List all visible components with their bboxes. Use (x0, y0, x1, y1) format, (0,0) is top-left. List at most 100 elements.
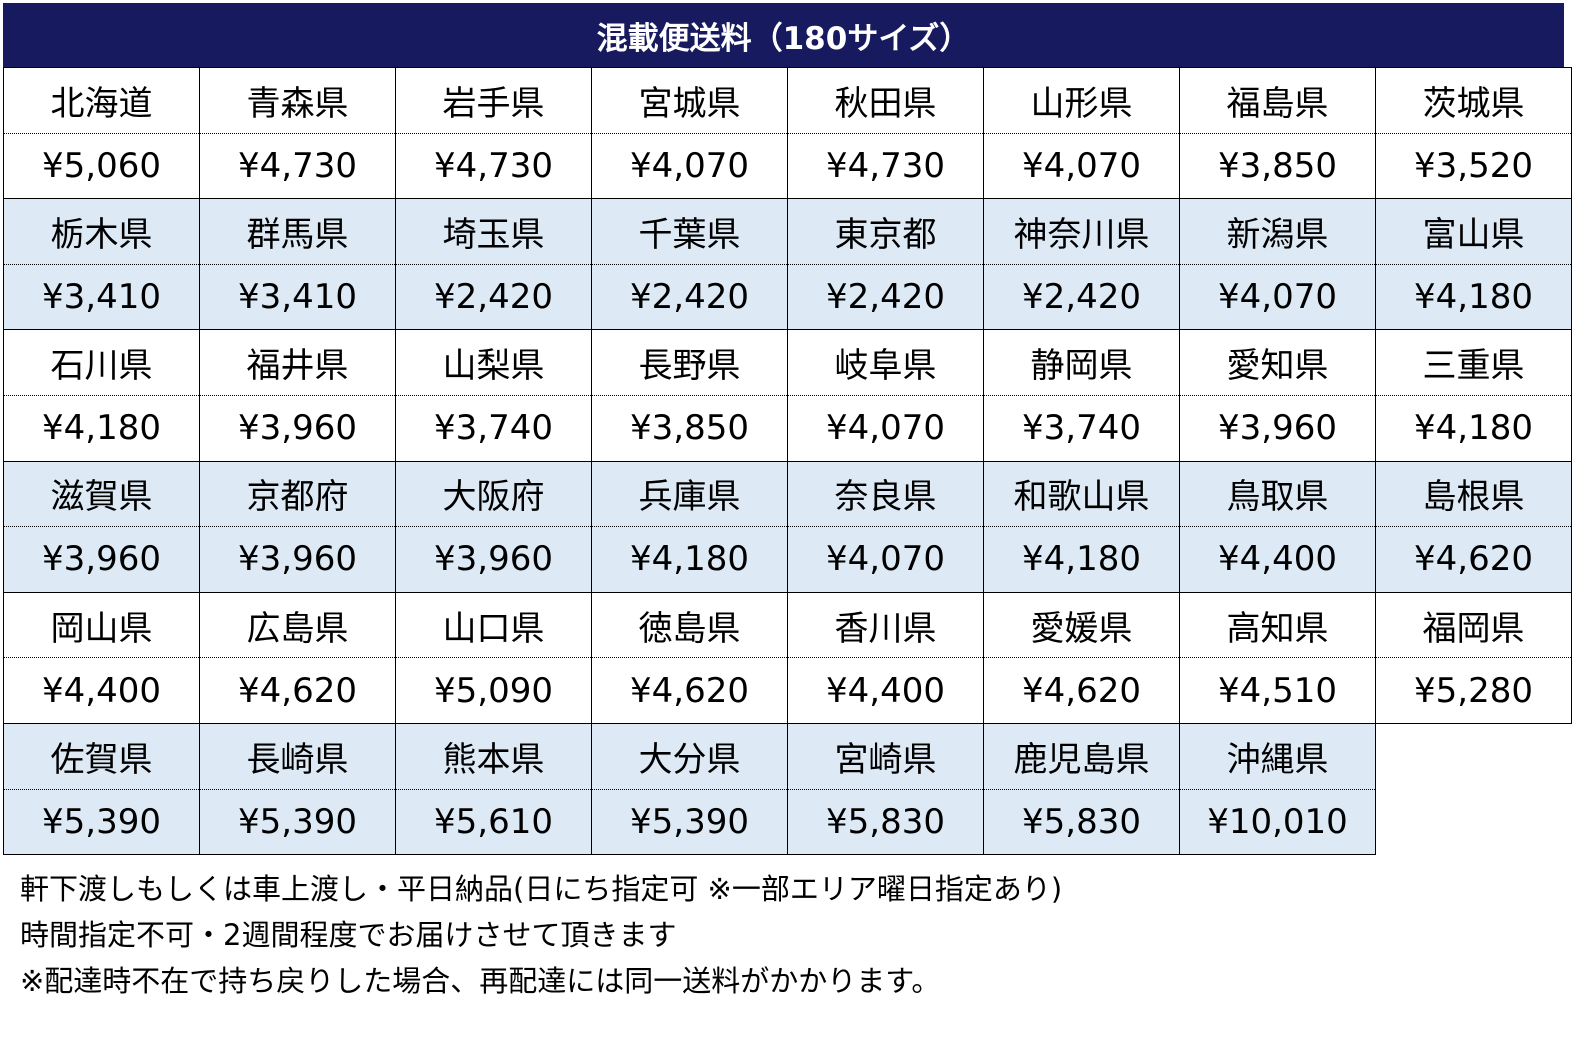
prefecture-cell: 香川県 (787, 591, 984, 659)
price-cell: ¥4,070 (983, 133, 1180, 200)
note-line: 軒下渡しもしくは車上渡し・平日納品(日にち指定可 ※一部エリア曜日指定あり) (20, 872, 1063, 906)
price-cell: ¥2,420 (395, 264, 592, 331)
empty-cell (1375, 723, 1572, 790)
prefecture-cell: 山口県 (395, 591, 592, 659)
prefecture-cell: 新潟県 (1179, 198, 1376, 265)
price-cell: ¥4,180 (983, 526, 1180, 593)
price-cell: ¥4,620 (1375, 526, 1572, 593)
price-cell: ¥5,390 (199, 789, 396, 856)
prefecture-cell: 長野県 (591, 329, 788, 396)
prefecture-row: 北海道 青森県 岩手県 宮城県 秋田県 山形県 福島県 茨城県 (3, 67, 1572, 134)
prefecture-cell: 宮城県 (591, 67, 788, 134)
shipping-rate-table: 北海道 青森県 岩手県 宮城県 秋田県 山形県 福島県 茨城県 ¥5,060 ¥4,730 ¥4,7… (3, 67, 1572, 856)
prefecture-cell: 愛媛県 (983, 591, 1180, 659)
price-cell: ¥3,960 (3, 526, 200, 593)
price-cell: ¥3,850 (1179, 133, 1376, 200)
prefecture-cell: 福井県 (199, 329, 396, 396)
price-cell: ¥3,960 (199, 395, 396, 462)
prefecture-cell: 岐阜県 (787, 329, 984, 396)
prefecture-cell: 沖縄県 (1179, 722, 1376, 790)
prefecture-row: 石川県 福井県 山梨県 長野県 岐阜県 静岡県 愛知県 三重県 (3, 329, 1572, 396)
price-cell: ¥3,850 (591, 395, 788, 462)
price-cell: ¥2,420 (591, 264, 788, 331)
price-cell: ¥3,960 (1179, 395, 1376, 462)
price-cell: ¥4,620 (591, 657, 788, 724)
price-cell: ¥3,960 (395, 526, 592, 593)
prefecture-cell: 広島県 (199, 591, 396, 659)
prefecture-row: 滋賀県 京都府 大阪府 兵庫県 奈良県 和歌山県 鳥取県 島根県 (3, 460, 1572, 528)
price-cell: ¥5,280 (1375, 657, 1572, 724)
prefecture-cell: 北海道 (3, 67, 200, 134)
price-cell: ¥5,390 (591, 789, 788, 856)
price-cell: ¥5,090 (395, 657, 592, 724)
price-cell: ¥4,510 (1179, 657, 1376, 724)
price-cell: ¥5,830 (983, 789, 1180, 856)
prefecture-cell: 宮崎県 (787, 722, 984, 790)
prefecture-cell: 群馬県 (199, 198, 396, 265)
prefecture-cell: 鳥取県 (1179, 460, 1376, 528)
price-cell: ¥4,180 (591, 526, 788, 593)
prefecture-cell: 三重県 (1375, 329, 1572, 396)
prefecture-cell: 石川県 (3, 329, 200, 396)
price-row: ¥4,400 ¥4,620 ¥5,090 ¥4,620 ¥4,400 ¥4,620 ¥4,5… (3, 657, 1572, 724)
prefecture-cell: 大分県 (591, 722, 788, 790)
prefecture-cell: 静岡県 (983, 329, 1180, 396)
prefecture-cell: 京都府 (199, 460, 396, 528)
note-line: ※配達時不在で持ち戻りした場合、再配達には同一送料がかかります。 (20, 964, 941, 998)
price-cell: ¥3,410 (199, 264, 396, 331)
price-cell: ¥4,620 (199, 657, 396, 724)
prefecture-cell: 山梨県 (395, 329, 592, 396)
price-cell: ¥4,180 (1375, 395, 1572, 462)
prefecture-cell: 熊本県 (395, 722, 592, 790)
prefecture-cell: 島根県 (1375, 460, 1572, 528)
prefecture-cell: 東京都 (787, 198, 984, 265)
notes: 軒下渡しもしくは車上渡し・平日納品(日にち指定可 ※一部エリア曜日指定あり) 時… (20, 866, 1062, 1004)
prefecture-row: 岡山県 広島県 山口県 徳島県 香川県 愛媛県 高知県 福岡県 (3, 591, 1572, 659)
prefecture-cell: 滋賀県 (3, 460, 200, 528)
price-cell: ¥4,070 (787, 395, 984, 462)
price-cell: ¥4,620 (983, 657, 1180, 724)
prefecture-cell: 栃木県 (3, 198, 200, 265)
prefecture-cell: 岩手県 (395, 67, 592, 134)
price-row: ¥3,410 ¥3,410 ¥2,420 ¥2,420 ¥2,420 ¥2,420 ¥4,0… (3, 264, 1572, 331)
price-cell: ¥5,830 (787, 789, 984, 856)
price-cell: ¥4,070 (787, 526, 984, 593)
prefecture-cell: 茨城県 (1375, 67, 1572, 134)
price-row: ¥5,060 ¥4,730 ¥4,730 ¥4,070 ¥4,730 ¥4,070 ¥3,8… (3, 133, 1572, 200)
prefecture-cell: 長崎県 (199, 722, 396, 790)
price-cell: ¥4,070 (591, 133, 788, 200)
price-cell: ¥4,400 (787, 657, 984, 724)
price-cell: ¥3,740 (983, 395, 1180, 462)
prefecture-cell: 富山県 (1375, 198, 1572, 265)
prefecture-cell: 愛知県 (1179, 329, 1376, 396)
price-cell: ¥4,070 (1179, 264, 1376, 331)
price-cell: ¥3,410 (3, 264, 200, 331)
price-cell: ¥4,730 (787, 133, 984, 200)
price-cell: ¥10,010 (1179, 789, 1376, 856)
prefecture-cell: 岡山県 (3, 591, 200, 659)
price-cell: ¥5,610 (395, 789, 592, 856)
prefecture-row: 佐賀県 長崎県 熊本県 大分県 宮崎県 鹿児島県 沖縄県 (3, 722, 1572, 790)
price-cell: ¥5,390 (3, 789, 200, 856)
price-cell: ¥5,060 (3, 133, 200, 200)
prefecture-cell: 鹿児島県 (983, 722, 1180, 790)
prefecture-cell: 奈良県 (787, 460, 984, 528)
prefecture-cell: 秋田県 (787, 67, 984, 134)
price-cell: ¥4,180 (3, 395, 200, 462)
note-line: 時間指定不可・2週間程度でお届けさせて頂きます (20, 918, 677, 952)
prefecture-cell: 青森県 (199, 67, 396, 134)
prefecture-cell: 兵庫県 (591, 460, 788, 528)
prefecture-cell: 佐賀県 (3, 722, 200, 790)
prefecture-cell: 大阪府 (395, 460, 592, 528)
prefecture-cell: 山形県 (983, 67, 1180, 134)
price-cell: ¥2,420 (787, 264, 984, 331)
price-cell: ¥4,400 (1179, 526, 1376, 593)
prefecture-cell: 福岡県 (1375, 591, 1572, 659)
price-cell: ¥4,400 (3, 657, 200, 724)
price-cell: ¥3,520 (1375, 133, 1572, 200)
price-row: ¥3,960 ¥3,960 ¥3,960 ¥4,180 ¥4,070 ¥4,180 ¥4,4… (3, 526, 1572, 593)
prefecture-cell: 徳島県 (591, 591, 788, 659)
price-cell: ¥4,180 (1375, 264, 1572, 331)
prefecture-cell: 千葉県 (591, 198, 788, 265)
price-cell: ¥4,730 (395, 133, 592, 200)
